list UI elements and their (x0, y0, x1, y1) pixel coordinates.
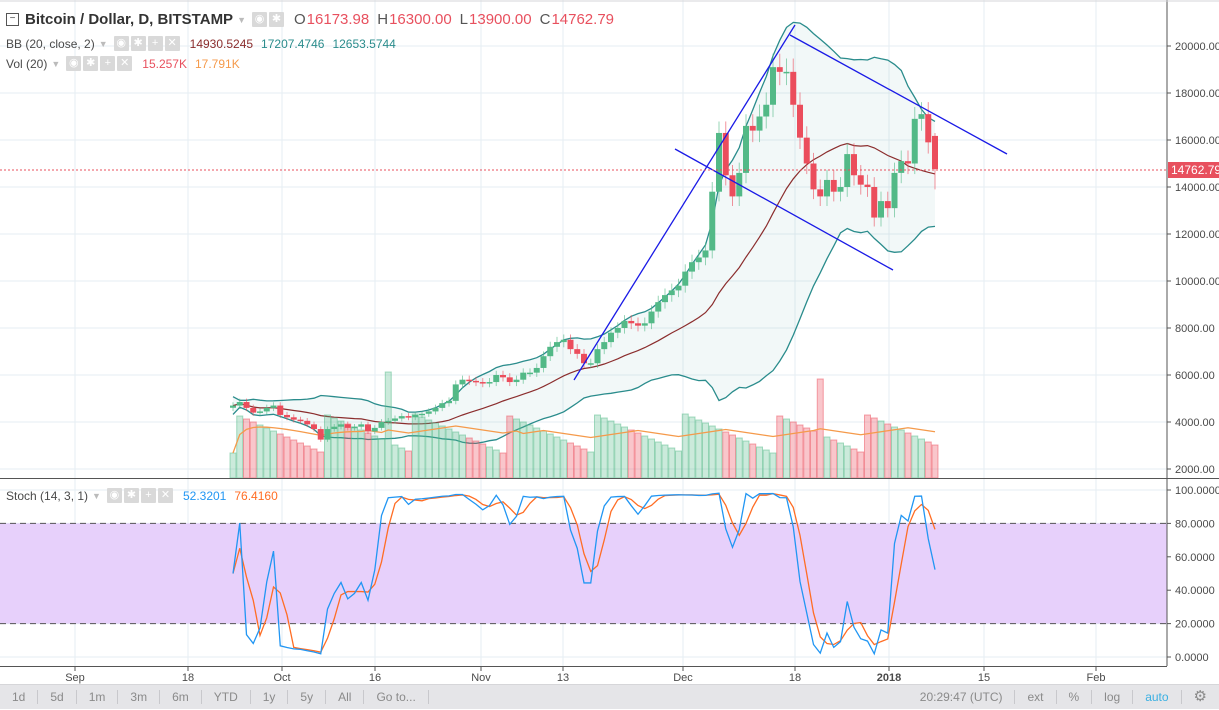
candles (230, 53, 938, 442)
close-label: C (539, 11, 551, 28)
svg-text:15: 15 (978, 672, 990, 684)
svg-text:100.0000: 100.0000 (1175, 485, 1219, 497)
bb-upper-value: 17207.4746 (261, 36, 325, 51)
gear-icon[interactable]: ✱ (130, 36, 146, 51)
svg-text:18: 18 (789, 672, 801, 684)
svg-text:20000.00: 20000.00 (1175, 41, 1219, 53)
close-icon[interactable]: ✕ (157, 488, 173, 503)
stoch-label[interactable]: Stoch (14, 3, 1) (6, 488, 89, 503)
svg-text:16000.00: 16000.00 (1175, 135, 1219, 147)
bb-lower-value: 12653.5744 (332, 36, 396, 51)
stoch-k-value: 52.3201 (182, 488, 227, 503)
vol-value: 15.257K (142, 56, 187, 71)
svg-text:2018: 2018 (877, 672, 901, 684)
range-5d[interactable]: 5d (38, 690, 77, 704)
eye-icon[interactable]: ◉ (252, 12, 267, 27)
plus-icon[interactable]: + (140, 488, 156, 503)
close-icon[interactable]: ✕ (117, 56, 133, 71)
svg-text:8000.00: 8000.00 (1175, 323, 1215, 335)
gear-icon[interactable]: ✱ (123, 488, 139, 503)
svg-text:12000.00: 12000.00 (1175, 229, 1219, 241)
range-1y[interactable]: 1y (251, 690, 289, 704)
auto-toggle[interactable]: auto (1133, 690, 1182, 704)
vol-label[interactable]: Vol (20) (6, 56, 48, 71)
svg-text:2000.00: 2000.00 (1175, 464, 1215, 476)
svg-text:Feb: Feb (1087, 672, 1106, 684)
last-price-tag: 14762.79 (1168, 162, 1219, 178)
percent-toggle[interactable]: % (1057, 690, 1093, 704)
eye-icon[interactable]: ◉ (113, 36, 129, 51)
plus-icon[interactable]: + (147, 36, 163, 51)
svg-text:18: 18 (182, 672, 194, 684)
close-icon[interactable]: ✕ (164, 36, 180, 51)
stoch-legend: Stoch (14, 3, 1) ▼ ◉ ✱ + ✕ 52.3201 76.4160 (6, 488, 286, 503)
eye-icon[interactable]: ◉ (106, 488, 122, 503)
vol-ma-value: 17.791K (195, 56, 240, 71)
bb-legend: BB (20, close, 2) ▼ ◉ ✱ + ✕ 14930.5245 1720… (6, 36, 404, 51)
svg-text:6000.00: 6000.00 (1175, 370, 1215, 382)
log-toggle[interactable]: log (1092, 690, 1134, 704)
svg-text:14000.00: 14000.00 (1175, 182, 1219, 194)
high-label: H (377, 11, 389, 28)
open-value: 16173.98 (306, 11, 370, 28)
range-5y[interactable]: 5y (288, 690, 327, 704)
chevron-down-icon[interactable]: ▼ (51, 58, 61, 69)
volume-bars (229, 371, 939, 479)
range-all[interactable]: All (326, 690, 365, 704)
range-ytd[interactable]: YTD (202, 690, 251, 704)
svg-text:Nov: Nov (471, 672, 491, 684)
close-value: 14762.79 (551, 11, 615, 28)
svg-text:40.0000: 40.0000 (1175, 585, 1215, 597)
ext-toggle[interactable]: ext (1015, 690, 1057, 704)
gear-icon[interactable]: ✱ (83, 56, 99, 71)
svg-text:60.0000: 60.0000 (1175, 552, 1215, 564)
svg-text:13: 13 (557, 672, 569, 684)
chevron-down-icon[interactable]: ▼ (98, 38, 108, 49)
symbol-legend: − Bitcoin / Dollar, D, BITSTAMP ▼ ◉ ✱ O 16… (6, 11, 622, 28)
collapse-icon[interactable]: − (6, 13, 19, 26)
bottom-toolbar: 1d 5d 1m 3m 6m YTD 1y 5y All Go to... 20… (0, 684, 1219, 709)
symbol-title[interactable]: Bitcoin / Dollar, D, BITSTAMP (25, 11, 234, 28)
stoch-d-value: 76.4160 (234, 488, 278, 503)
chart-canvas[interactable]: 2000.00 4000.00 6000.00 8000.00 10000.00 1200… (0, 0, 1219, 684)
low-label: L (459, 11, 469, 28)
svg-text:Dec: Dec (673, 672, 693, 684)
eye-icon[interactable]: ◉ (66, 56, 82, 71)
low-value: 13900.00 (469, 11, 532, 28)
settings-gear-icon[interactable]: ⚙ (1193, 688, 1207, 705)
svg-text:10000.00: 10000.00 (1175, 276, 1219, 288)
goto-button[interactable]: Go to... (364, 690, 429, 704)
plus-icon[interactable]: + (100, 56, 116, 71)
bb-basis-value: 14930.5245 (189, 36, 254, 51)
chevron-down-icon[interactable]: ▼ (92, 490, 101, 501)
chevron-down-icon[interactable]: ▼ (237, 14, 246, 25)
open-label: O (294, 11, 306, 28)
svg-text:Sep: Sep (65, 672, 85, 684)
range-3m[interactable]: 3m (118, 690, 161, 704)
range-1d[interactable]: 1d (0, 690, 39, 704)
range-6m[interactable]: 6m (160, 690, 202, 704)
vol-legend: Vol (20) ▼ ◉ ✱ + ✕ 15.257K 17.791K (6, 56, 248, 71)
gear-icon[interactable]: ✱ (269, 12, 284, 27)
range-1m[interactable]: 1m (77, 690, 119, 704)
svg-text:16: 16 (369, 672, 381, 684)
bb-label[interactable]: BB (20, close, 2) (6, 36, 95, 51)
svg-text:0.0000: 0.0000 (1175, 652, 1209, 664)
svg-text:20.0000: 20.0000 (1175, 619, 1215, 631)
svg-text:4000.00: 4000.00 (1175, 417, 1215, 429)
high-value: 16300.00 (389, 11, 452, 28)
svg-text:Oct: Oct (273, 672, 290, 684)
svg-text:18000.00: 18000.00 (1175, 88, 1219, 100)
svg-text:80.0000: 80.0000 (1175, 518, 1215, 530)
clock-time[interactable]: 20:29:47 (UTC) (908, 690, 1016, 704)
